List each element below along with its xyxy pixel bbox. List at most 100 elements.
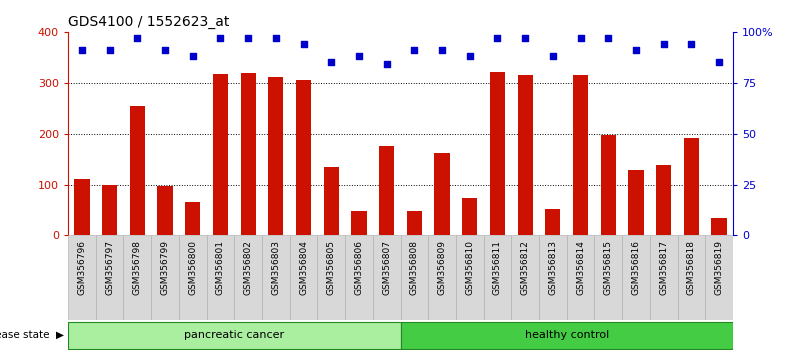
FancyBboxPatch shape	[372, 235, 400, 320]
FancyBboxPatch shape	[594, 235, 622, 320]
Point	[491, 35, 504, 41]
Bar	[130, 105, 145, 235]
FancyBboxPatch shape	[429, 235, 456, 320]
FancyBboxPatch shape	[567, 235, 594, 320]
Bar	[573, 75, 588, 235]
Point	[187, 53, 199, 59]
FancyBboxPatch shape	[96, 235, 123, 320]
Bar	[656, 165, 671, 235]
Point	[574, 35, 587, 41]
FancyBboxPatch shape	[151, 235, 179, 320]
Bar	[240, 73, 256, 235]
FancyBboxPatch shape	[705, 235, 733, 320]
Text: GSM356814: GSM356814	[576, 240, 585, 295]
Bar	[158, 186, 173, 235]
Point	[408, 47, 421, 53]
FancyBboxPatch shape	[511, 235, 539, 320]
Point	[713, 59, 726, 65]
FancyBboxPatch shape	[290, 235, 317, 320]
Point	[159, 47, 171, 53]
Point	[630, 47, 642, 53]
Bar	[74, 179, 90, 235]
Bar	[545, 209, 561, 235]
Point	[546, 53, 559, 59]
Point	[325, 59, 338, 65]
FancyBboxPatch shape	[678, 235, 705, 320]
FancyBboxPatch shape	[539, 235, 567, 320]
Bar	[324, 167, 339, 235]
Text: pancreatic cancer: pancreatic cancer	[184, 330, 284, 340]
FancyBboxPatch shape	[622, 235, 650, 320]
Point	[463, 53, 476, 59]
Text: GSM356800: GSM356800	[188, 240, 197, 295]
Point	[519, 35, 532, 41]
Text: GSM356799: GSM356799	[160, 240, 170, 295]
Bar	[684, 138, 699, 235]
Text: disease state  ▶: disease state ▶	[0, 330, 64, 340]
Text: GSM356796: GSM356796	[78, 240, 87, 295]
Text: GSM356807: GSM356807	[382, 240, 391, 295]
Bar	[407, 211, 422, 235]
Text: GSM356797: GSM356797	[105, 240, 114, 295]
Text: GSM356812: GSM356812	[521, 240, 529, 295]
Point	[685, 41, 698, 47]
FancyBboxPatch shape	[650, 235, 678, 320]
FancyBboxPatch shape	[179, 235, 207, 320]
FancyBboxPatch shape	[68, 322, 400, 349]
Text: GSM356816: GSM356816	[631, 240, 641, 295]
Text: GSM356815: GSM356815	[604, 240, 613, 295]
Bar	[102, 184, 117, 235]
Text: GSM356819: GSM356819	[714, 240, 723, 295]
Text: GSM356798: GSM356798	[133, 240, 142, 295]
Bar	[213, 74, 228, 235]
FancyBboxPatch shape	[207, 235, 235, 320]
FancyBboxPatch shape	[262, 235, 290, 320]
FancyBboxPatch shape	[400, 322, 733, 349]
Bar	[628, 170, 643, 235]
FancyBboxPatch shape	[235, 235, 262, 320]
Bar	[490, 72, 505, 235]
Text: GSM356811: GSM356811	[493, 240, 502, 295]
Text: GSM356802: GSM356802	[244, 240, 252, 295]
Text: GSM356818: GSM356818	[687, 240, 696, 295]
Bar	[185, 202, 200, 235]
Point	[103, 47, 116, 53]
Text: GSM356804: GSM356804	[299, 240, 308, 295]
Point	[436, 47, 449, 53]
Text: GSM356813: GSM356813	[549, 240, 557, 295]
Bar	[268, 76, 284, 235]
Bar	[434, 153, 449, 235]
Point	[352, 53, 365, 59]
Text: GSM356809: GSM356809	[437, 240, 446, 295]
Text: GSM356806: GSM356806	[355, 240, 364, 295]
Text: GSM356801: GSM356801	[216, 240, 225, 295]
Text: GSM356805: GSM356805	[327, 240, 336, 295]
Bar	[296, 80, 311, 235]
Text: GSM356803: GSM356803	[272, 240, 280, 295]
FancyBboxPatch shape	[345, 235, 372, 320]
Point	[242, 35, 255, 41]
Point	[75, 47, 88, 53]
Point	[658, 41, 670, 47]
FancyBboxPatch shape	[484, 235, 511, 320]
FancyBboxPatch shape	[400, 235, 429, 320]
Bar	[601, 135, 616, 235]
Bar	[462, 198, 477, 235]
Text: healthy control: healthy control	[525, 330, 609, 340]
Point	[214, 35, 227, 41]
Point	[131, 35, 143, 41]
Text: GDS4100 / 1552623_at: GDS4100 / 1552623_at	[68, 16, 229, 29]
Point	[269, 35, 282, 41]
FancyBboxPatch shape	[456, 235, 484, 320]
Text: GSM356808: GSM356808	[410, 240, 419, 295]
Point	[297, 41, 310, 47]
Text: GSM356817: GSM356817	[659, 240, 668, 295]
Bar	[352, 211, 367, 235]
Bar	[711, 218, 727, 235]
Bar	[517, 75, 533, 235]
Bar	[379, 146, 394, 235]
Point	[602, 35, 614, 41]
FancyBboxPatch shape	[123, 235, 151, 320]
FancyBboxPatch shape	[317, 235, 345, 320]
Text: GSM356810: GSM356810	[465, 240, 474, 295]
